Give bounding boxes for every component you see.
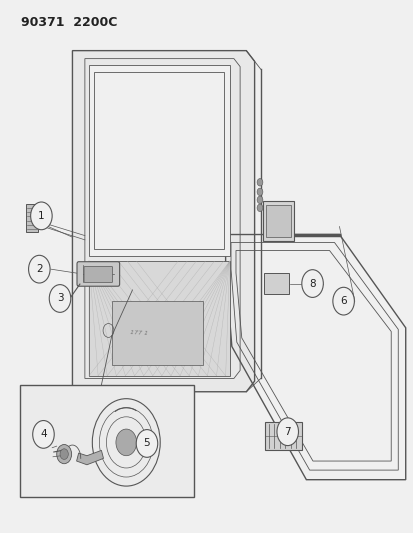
Text: 6: 6 [339, 296, 346, 306]
Polygon shape [76, 450, 103, 465]
Text: 2: 2 [36, 264, 43, 274]
Bar [262, 201, 293, 241]
Bar [264, 422, 301, 450]
Circle shape [256, 188, 262, 196]
Polygon shape [72, 51, 254, 392]
Bar [265, 205, 290, 237]
Text: 8: 8 [309, 279, 315, 288]
Circle shape [301, 270, 323, 297]
Text: 177 1: 177 1 [130, 330, 148, 336]
Circle shape [276, 418, 298, 446]
Circle shape [49, 285, 71, 312]
Text: 1: 1 [38, 211, 45, 221]
Bar [263, 273, 288, 294]
Circle shape [256, 204, 262, 212]
Bar [112, 301, 202, 365]
Circle shape [28, 255, 50, 283]
Polygon shape [89, 65, 229, 256]
Text: 7: 7 [284, 427, 290, 437]
Text: 3: 3 [57, 294, 63, 303]
Circle shape [33, 421, 54, 448]
Text: 4: 4 [40, 430, 47, 439]
Bar [26, 204, 38, 232]
Circle shape [136, 430, 157, 457]
Bar [89, 261, 229, 376]
FancyBboxPatch shape [77, 262, 119, 286]
Text: 5: 5 [143, 439, 150, 448]
Bar [20, 385, 193, 497]
Circle shape [116, 429, 136, 456]
Circle shape [60, 449, 68, 459]
Circle shape [31, 202, 52, 230]
FancyBboxPatch shape [84, 266, 112, 282]
Text: 90371  2200C: 90371 2200C [21, 16, 117, 29]
Circle shape [256, 179, 262, 186]
Circle shape [256, 196, 262, 204]
Circle shape [332, 287, 354, 315]
Circle shape [57, 445, 71, 464]
